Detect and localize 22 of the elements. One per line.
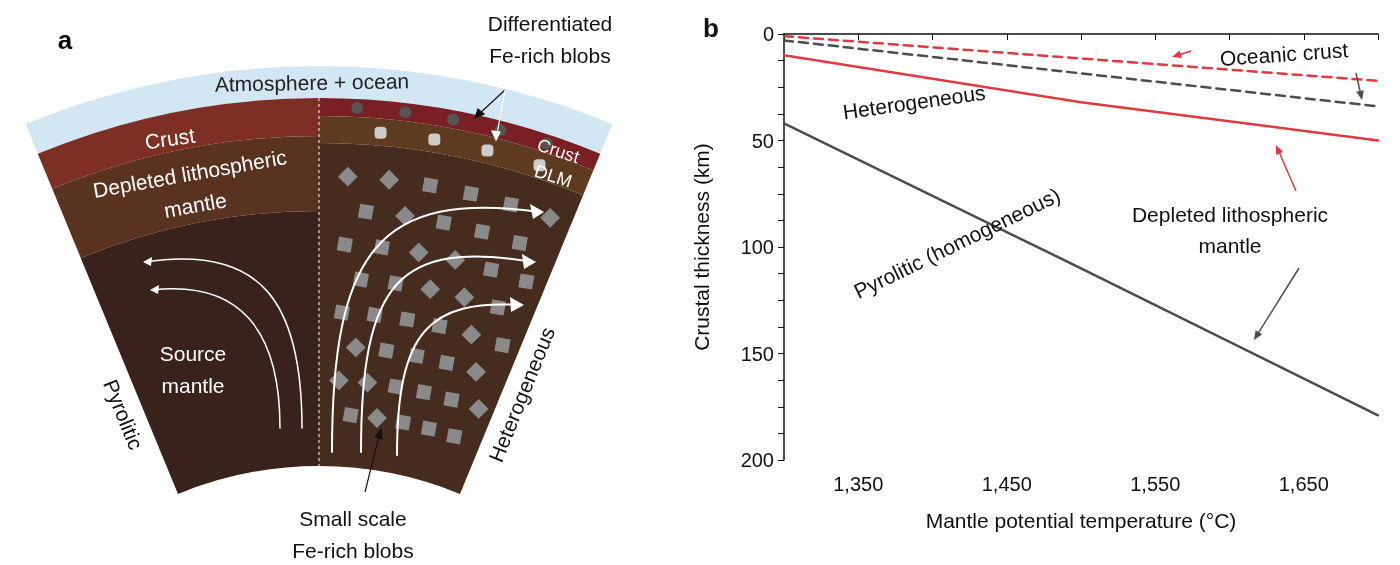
x-tick-label: 1,450 xyxy=(981,473,1032,495)
chart-title: b xyxy=(703,13,719,43)
text: Atmosphere + ocean xyxy=(214,68,410,96)
x-tick-label: 1,550 xyxy=(1130,473,1181,495)
x-axis-title: Mantle potential temperature (°C) xyxy=(925,509,1237,532)
y-tick-label: 100 xyxy=(740,236,774,258)
text: Small scale Fe-rich blobs xyxy=(292,506,414,562)
y-axis-title: Crustal thickness (km) xyxy=(690,143,713,351)
y-tick-label: 200 xyxy=(740,449,774,471)
source-note: Source mantle xyxy=(159,341,227,397)
y-tick-label: 50 xyxy=(751,129,774,152)
text: Crust xyxy=(534,134,582,167)
annotation: Depleted lithospheric mantle xyxy=(1131,203,1329,257)
text: Differentiated Fe-rich blobs xyxy=(487,11,613,67)
x-tick-label: 1,650 xyxy=(1278,473,1329,495)
text: Crust xyxy=(143,123,197,153)
text: a xyxy=(57,24,73,55)
y-tick-label: 150 xyxy=(740,342,774,365)
y-tick-label: 0 xyxy=(762,23,774,45)
annotation: Heterogeneous xyxy=(841,80,987,124)
annotation: Oceanic crust xyxy=(1219,38,1349,70)
x-tick-label: 1,350 xyxy=(833,473,884,495)
